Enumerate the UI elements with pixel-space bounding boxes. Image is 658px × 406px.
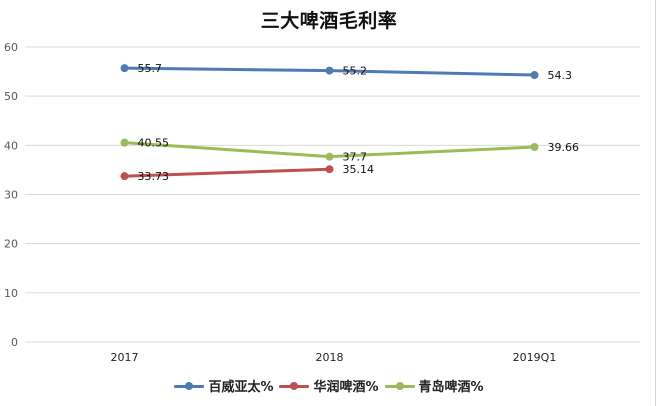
legend-marker-icon — [174, 381, 205, 391]
x-tick-label: 2019Q1 — [513, 351, 557, 364]
y-tick-label: 60 — [4, 41, 18, 54]
chart-title: 三大啤酒毛利率 — [260, 10, 398, 32]
legend-marker-icon — [279, 381, 310, 391]
legend-label: 青岛啤酒% — [418, 380, 484, 395]
legend-marker-icon — [384, 381, 415, 391]
legend-item-budweiser-apac: 百威亚太% — [174, 376, 273, 395]
data-point-marker-icon — [530, 71, 539, 80]
y-tick-label: 10 — [4, 287, 18, 300]
y-tick-label: 20 — [4, 238, 18, 251]
data-point-marker-icon — [325, 165, 334, 174]
legend-label: 百威亚太% — [208, 380, 274, 395]
data-label: 55.2 — [343, 65, 368, 78]
data-label: 40.55 — [138, 137, 170, 150]
y-tick-label: 40 — [4, 139, 18, 152]
data-label: 37.7 — [343, 151, 368, 164]
chart-right-border — [655, 0, 656, 406]
series-line — [124, 167, 330, 178]
data-point-marker-icon — [325, 66, 334, 75]
data-point-marker-icon — [325, 152, 334, 161]
chart-legend: 百威亚太% 华润啤酒% 青岛啤酒% — [0, 376, 658, 395]
y-tick-label: 50 — [4, 90, 18, 103]
x-tick-label: 2017 — [111, 351, 139, 364]
x-tick-label: 2018 — [316, 351, 344, 364]
data-point-marker-icon — [120, 64, 129, 73]
data-label: 33.73 — [138, 170, 170, 183]
legend-item-tsingtao: 青岛啤酒% — [384, 376, 484, 395]
data-label: 35.14 — [343, 163, 375, 176]
data-point-marker-icon — [530, 143, 539, 152]
data-label: 39.66 — [548, 141, 580, 154]
legend-label: 华润啤酒% — [313, 380, 379, 395]
data-label: 55.7 — [138, 62, 163, 75]
y-tick-label: 0 — [11, 336, 18, 349]
y-tick-label: 30 — [4, 189, 18, 202]
data-point-marker-icon — [120, 138, 129, 147]
data-label: 54.3 — [548, 69, 573, 82]
legend-item-cr-beer: 华润啤酒% — [279, 376, 379, 395]
data-point-marker-icon — [120, 172, 129, 181]
